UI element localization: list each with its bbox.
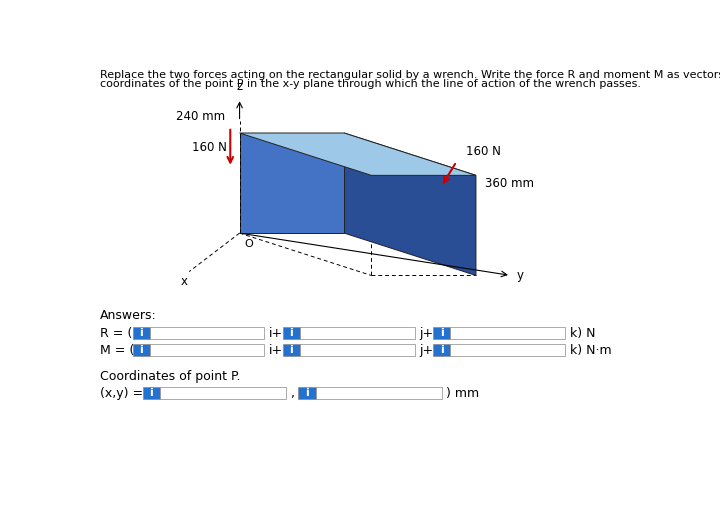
FancyBboxPatch shape <box>299 387 315 399</box>
Text: i+: i+ <box>269 343 283 356</box>
FancyBboxPatch shape <box>300 344 415 356</box>
Polygon shape <box>344 133 476 276</box>
FancyBboxPatch shape <box>451 327 565 339</box>
FancyBboxPatch shape <box>283 327 300 339</box>
FancyBboxPatch shape <box>451 344 565 356</box>
FancyBboxPatch shape <box>132 327 150 339</box>
Text: M = (: M = ( <box>100 343 135 356</box>
FancyBboxPatch shape <box>132 344 150 356</box>
Text: 360 mm: 360 mm <box>485 177 534 190</box>
Text: i: i <box>139 345 143 355</box>
Text: Coordinates of point P.: Coordinates of point P. <box>100 370 240 383</box>
Text: i+: i+ <box>269 327 283 340</box>
FancyBboxPatch shape <box>150 327 264 339</box>
Text: coordinates of the point P in the x-y plane through which the line of action of : coordinates of the point P in the x-y pl… <box>100 79 641 89</box>
Text: i: i <box>139 328 143 338</box>
Text: i: i <box>305 388 309 398</box>
Text: i: i <box>440 328 444 338</box>
Text: i: i <box>149 388 153 398</box>
FancyBboxPatch shape <box>143 387 160 399</box>
FancyBboxPatch shape <box>283 344 300 356</box>
Polygon shape <box>240 133 344 233</box>
Text: k) N·m: k) N·m <box>570 343 611 356</box>
Text: i: i <box>440 345 444 355</box>
Text: 240 mm: 240 mm <box>176 110 225 123</box>
Text: x: x <box>181 275 188 287</box>
Text: j+: j+ <box>419 327 433 340</box>
Text: ,: , <box>291 387 294 400</box>
Text: 450 mm: 450 mm <box>373 158 422 171</box>
Text: i: i <box>289 345 293 355</box>
Text: i: i <box>289 328 293 338</box>
FancyBboxPatch shape <box>150 344 264 356</box>
Text: Answers:: Answers: <box>100 309 157 322</box>
Text: z: z <box>236 80 243 93</box>
FancyBboxPatch shape <box>433 344 451 356</box>
Polygon shape <box>240 133 476 176</box>
Text: k) N: k) N <box>570 327 595 340</box>
FancyBboxPatch shape <box>300 327 415 339</box>
Text: O: O <box>244 239 253 249</box>
Text: 160 N: 160 N <box>192 141 226 154</box>
Text: j+: j+ <box>419 343 433 356</box>
Text: Replace the two forces acting on the rectangular solid by a wrench. Write the fo: Replace the two forces acting on the rec… <box>100 70 720 80</box>
FancyBboxPatch shape <box>433 327 451 339</box>
Text: 160 N: 160 N <box>466 146 500 159</box>
FancyBboxPatch shape <box>315 387 442 399</box>
FancyBboxPatch shape <box>160 387 286 399</box>
Text: R = (: R = ( <box>100 327 132 340</box>
Text: y: y <box>517 269 524 282</box>
Text: (x,y) = (: (x,y) = ( <box>100 387 152 400</box>
Text: ) mm: ) mm <box>446 387 480 400</box>
